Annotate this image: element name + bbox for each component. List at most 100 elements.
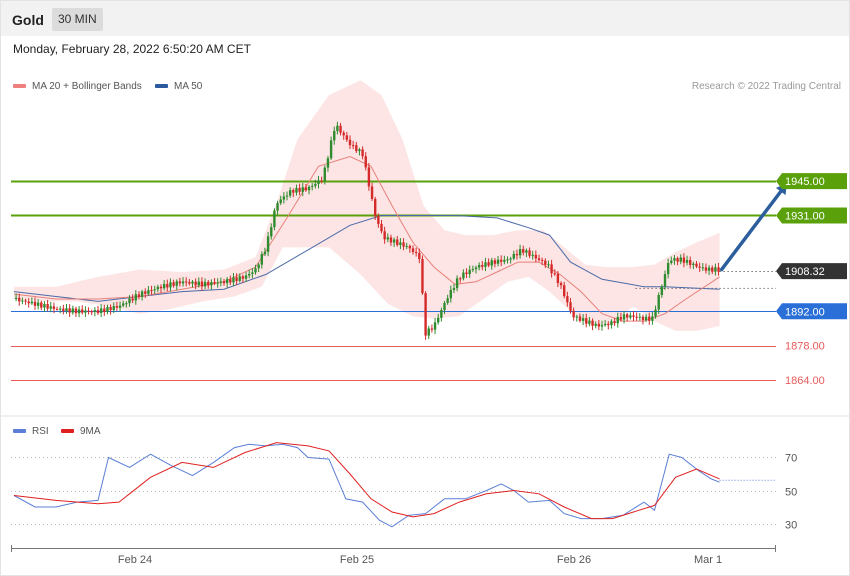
candle-body	[185, 281, 188, 283]
timestamp: Monday, February 28, 2022 6:50:20 AM CET	[13, 42, 251, 56]
candle-body	[314, 183, 317, 186]
candle-body	[355, 145, 358, 152]
price-label-1864.00: 1864.00	[785, 375, 825, 387]
candle-body	[386, 237, 389, 240]
candle-body	[402, 242, 405, 247]
candle-body	[150, 290, 153, 292]
candle-body	[55, 308, 59, 310]
candle-body	[528, 250, 531, 256]
candle-body	[40, 302, 43, 308]
candle-body	[207, 281, 210, 286]
candle-body	[613, 321, 616, 324]
time-axis: Feb 24 Feb 25 Feb 26 Mar 1	[11, 545, 776, 566]
time-tick-Feb-25: Feb 25	[340, 554, 374, 566]
candle-body	[392, 239, 396, 243]
candle-body	[374, 198, 377, 216]
timeframe-badge[interactable]: 30 MIN	[52, 8, 103, 31]
candle-body	[125, 303, 128, 305]
rsi-swatch	[13, 429, 26, 434]
candle-body	[484, 262, 487, 267]
candle-body	[616, 317, 619, 324]
candle-body	[553, 273, 556, 275]
candle-body	[559, 283, 563, 286]
candle-body	[43, 304, 46, 308]
candle-body	[147, 290, 150, 294]
candle-body	[257, 264, 260, 269]
candle-body	[389, 237, 393, 243]
candle-body	[169, 282, 172, 288]
candle-body	[295, 187, 298, 193]
candle-body	[430, 328, 434, 330]
candle-body	[635, 316, 638, 318]
candle-body	[632, 315, 635, 317]
candle-body	[405, 245, 408, 247]
candle-body	[679, 257, 682, 262]
candle-body	[500, 259, 503, 262]
candle-body	[367, 167, 371, 187]
candle-body	[109, 306, 112, 311]
legend-rsi-ma: 9MA	[61, 426, 101, 437]
candle-body	[550, 264, 553, 274]
candle-body	[364, 156, 367, 168]
candle-body	[575, 316, 578, 318]
candle-body	[248, 273, 251, 276]
candle-body	[266, 236, 270, 252]
candle-body	[128, 298, 131, 304]
candle-body	[304, 187, 308, 191]
candle-body	[607, 323, 610, 326]
candle-body	[178, 281, 182, 284]
price-tag-1892.00	[776, 303, 847, 320]
candle-body	[260, 254, 263, 265]
bollinger-bands	[14, 80, 720, 331]
candle-body	[361, 149, 364, 157]
rsi-ma-swatch	[61, 429, 74, 434]
candle-body	[383, 231, 386, 240]
candlesticks	[14, 121, 720, 340]
candle-body	[578, 316, 582, 321]
candle-body	[93, 310, 97, 312]
candle-body	[531, 254, 534, 256]
candle-body	[172, 282, 175, 286]
candle-body	[481, 265, 484, 267]
candle-body	[175, 281, 178, 286]
candle-body	[244, 275, 248, 279]
candle-body	[556, 273, 560, 284]
price-tag-text-1892.00: 1892.00	[785, 306, 825, 318]
rsi-line	[13, 443, 720, 528]
candle-body	[591, 320, 594, 326]
candle-body	[279, 199, 282, 204]
candle-body	[471, 269, 475, 271]
rsi-tick-30: 30	[785, 520, 797, 532]
candle-body	[251, 272, 254, 274]
candle-body	[276, 203, 279, 211]
research-credit: Research © 2022 Trading Central	[691, 81, 841, 92]
candle-body	[603, 323, 607, 326]
candle-body	[65, 308, 68, 312]
candle-body	[717, 267, 720, 272]
candle-body	[323, 167, 326, 181]
candle-body	[333, 131, 336, 141]
candle-body	[597, 323, 601, 327]
candle-body	[651, 316, 654, 321]
candle-body	[427, 328, 430, 336]
candle-body	[711, 267, 714, 272]
candle-body	[238, 276, 241, 281]
candle-body	[131, 298, 134, 301]
legend-ma20-label: MA 20 + Bollinger Bands	[32, 81, 142, 92]
candle-body	[474, 267, 478, 270]
candle-body	[443, 302, 446, 311]
candle-body	[118, 305, 122, 308]
candle-body	[594, 323, 597, 326]
price-tag-text-1945.00: 1945.00	[785, 176, 825, 188]
candle-body	[329, 140, 333, 159]
candle-body	[563, 285, 566, 297]
rsi-tick-50: 50	[785, 487, 797, 499]
candle-body	[477, 265, 481, 268]
price-tags: 1945.00 1931.00 1908.32 1892.00 1878.00 1864.…	[776, 173, 847, 387]
candle-body	[153, 289, 156, 291]
candle-body	[307, 186, 311, 191]
legend-ma20: MA 20 + Bollinger Bands	[13, 81, 142, 92]
candle-body	[452, 288, 456, 290]
candle-body	[408, 245, 412, 249]
candle-body	[71, 308, 74, 313]
